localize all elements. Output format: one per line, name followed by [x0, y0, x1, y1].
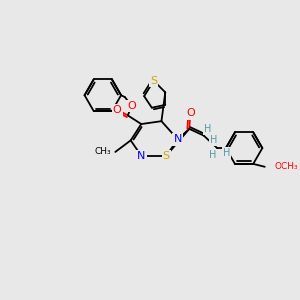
Text: OCH₃: OCH₃: [274, 162, 298, 171]
Text: H: H: [210, 135, 217, 146]
Text: CH₃: CH₃: [95, 147, 112, 156]
Text: S: S: [163, 151, 170, 161]
Text: H: H: [204, 124, 211, 134]
Text: N: N: [174, 134, 182, 144]
Text: S: S: [150, 76, 157, 86]
Text: H: H: [209, 150, 216, 160]
Text: O: O: [113, 105, 122, 115]
Text: N: N: [137, 151, 146, 161]
Text: O: O: [127, 101, 136, 111]
Text: H: H: [223, 148, 230, 158]
Text: O: O: [186, 109, 195, 118]
